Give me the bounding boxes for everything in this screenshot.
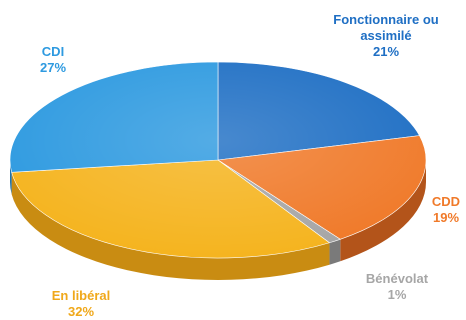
- label-fonctionnaire-value: 21%: [372, 44, 400, 59]
- label-cdd-name: CDD: [431, 194, 461, 209]
- label-en-liberal-name: En libéral: [51, 288, 111, 303]
- label-benevolat-value: 1%: [387, 287, 407, 302]
- label-cdi-name: CDI: [41, 44, 65, 59]
- label-fonctionnaire-name: Fonctionnaire ou assimilé: [333, 12, 439, 43]
- label-cdd-value: 19%: [432, 210, 460, 225]
- label-cdi-value: 27%: [39, 60, 67, 75]
- label-benevolat-name: Bénévolat: [365, 271, 429, 286]
- pie-highlight: [10, 62, 426, 258]
- label-en-liberal: En libéral 32%: [36, 288, 126, 320]
- label-en-liberal-value: 32%: [67, 304, 95, 319]
- label-fonctionnaire: Fonctionnaire ou assimilé 21%: [318, 12, 454, 60]
- pie-side-1: [340, 160, 426, 262]
- pie-side-2: [329, 239, 341, 265]
- label-cdd: CDD 19%: [426, 194, 466, 226]
- label-benevolat: Bénévolat 1%: [355, 271, 439, 303]
- label-cdi: CDI 27%: [28, 44, 78, 76]
- pie-side-walls: [10, 160, 426, 281]
- pie-side-3: [11, 172, 330, 281]
- pie-side-4: [10, 160, 12, 195]
